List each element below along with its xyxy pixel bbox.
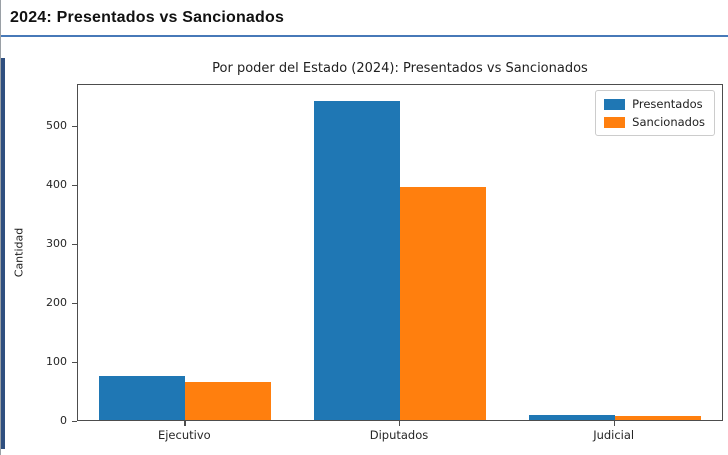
x-tick-mark-judicial [613, 421, 615, 426]
y-tick-mark-200 [72, 302, 77, 305]
y-tick-mark-400 [72, 184, 77, 186]
bar-presentados-judicial [528, 415, 615, 420]
bar-sancionados-diputados [400, 187, 486, 420]
legend-swatch-presentados [604, 98, 626, 110]
y-tick-label-500: 500 [46, 118, 67, 132]
y-tick-label-100: 100 [46, 354, 67, 368]
legend-label-presentados: Presentados [632, 97, 703, 111]
title-underline [1, 35, 728, 37]
x-tick-mark-ejecutivo [184, 421, 186, 426]
plot-area: Presentados Sancionados [77, 84, 723, 421]
bar-presentados-ejecutivo [99, 375, 186, 420]
bar-presentados-diputados [314, 100, 400, 420]
legend-label-sancionados: Sancionados [632, 115, 705, 129]
y-tick-label-200: 200 [46, 295, 67, 309]
x-tick-label-judicial: Judicial [593, 428, 635, 442]
legend-entry-sancionados: Sancionados [604, 115, 705, 129]
x-tick-label-diputados: Diputados [369, 428, 429, 442]
bar-sancionados-ejecutivo [185, 382, 272, 420]
page-title: 2024: Presentados vs Sancionados [10, 9, 285, 26]
y-tick-label-300: 300 [46, 236, 67, 250]
x-tick-label-ejecutivo: Ejecutivo [157, 428, 211, 442]
legend: Presentados Sancionados [595, 90, 715, 136]
y-tick-mark-0 [72, 421, 77, 423]
y-tick-label-0: 0 [60, 414, 67, 427]
left-accent-bar [1, 58, 5, 449]
legend-swatch-sancionados [604, 116, 626, 128]
legend-entry-presentados: Presentados [604, 97, 705, 111]
y-tick-mark-100 [72, 361, 77, 364]
x-tick-mark-diputados [399, 421, 401, 426]
y-tick-label-400: 400 [46, 177, 67, 191]
y-tick-mark-500 [72, 125, 77, 127]
y-axis-label: Cantidad [12, 227, 26, 278]
y-tick-mark-300 [72, 243, 77, 246]
bar-sancionados-judicial [614, 416, 701, 420]
chart-title: Por poder del Estado (2024): Presentados… [212, 61, 588, 76]
